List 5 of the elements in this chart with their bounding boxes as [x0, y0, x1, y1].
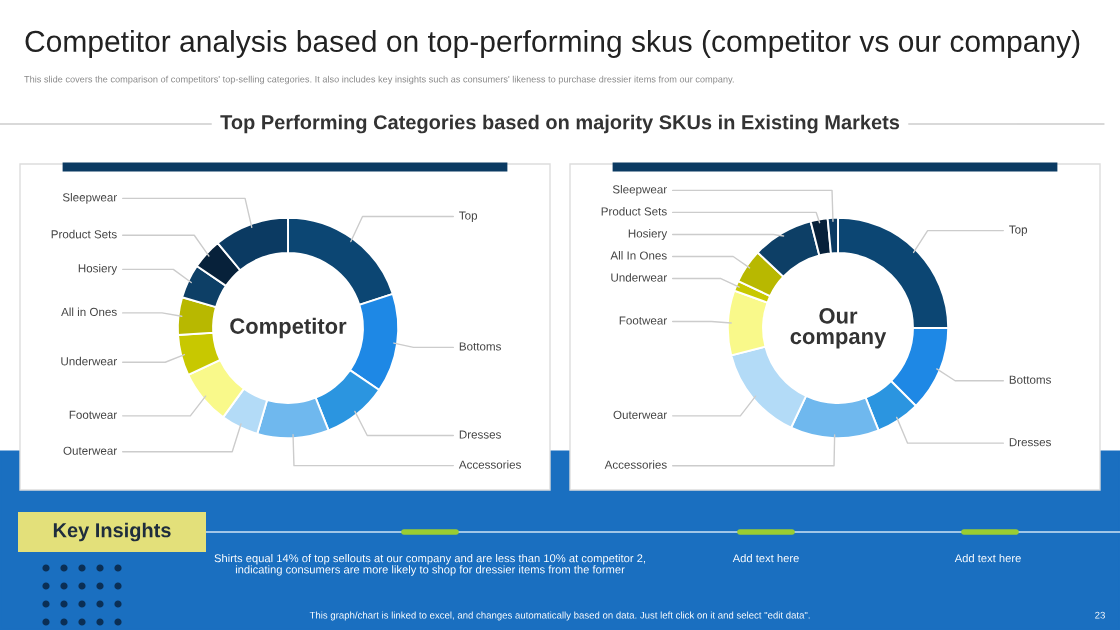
text: Competitor analysis based on top-performing skus (competitor vs our company): [25, 30, 1080, 58]
text: Our company: [790, 308, 887, 349]
text: Top Performing Categories based on majority SKUs in Existing Markets: [220, 114, 900, 134]
text: Competitor: [230, 317, 347, 339]
text: Key Insights: [53, 522, 171, 542]
